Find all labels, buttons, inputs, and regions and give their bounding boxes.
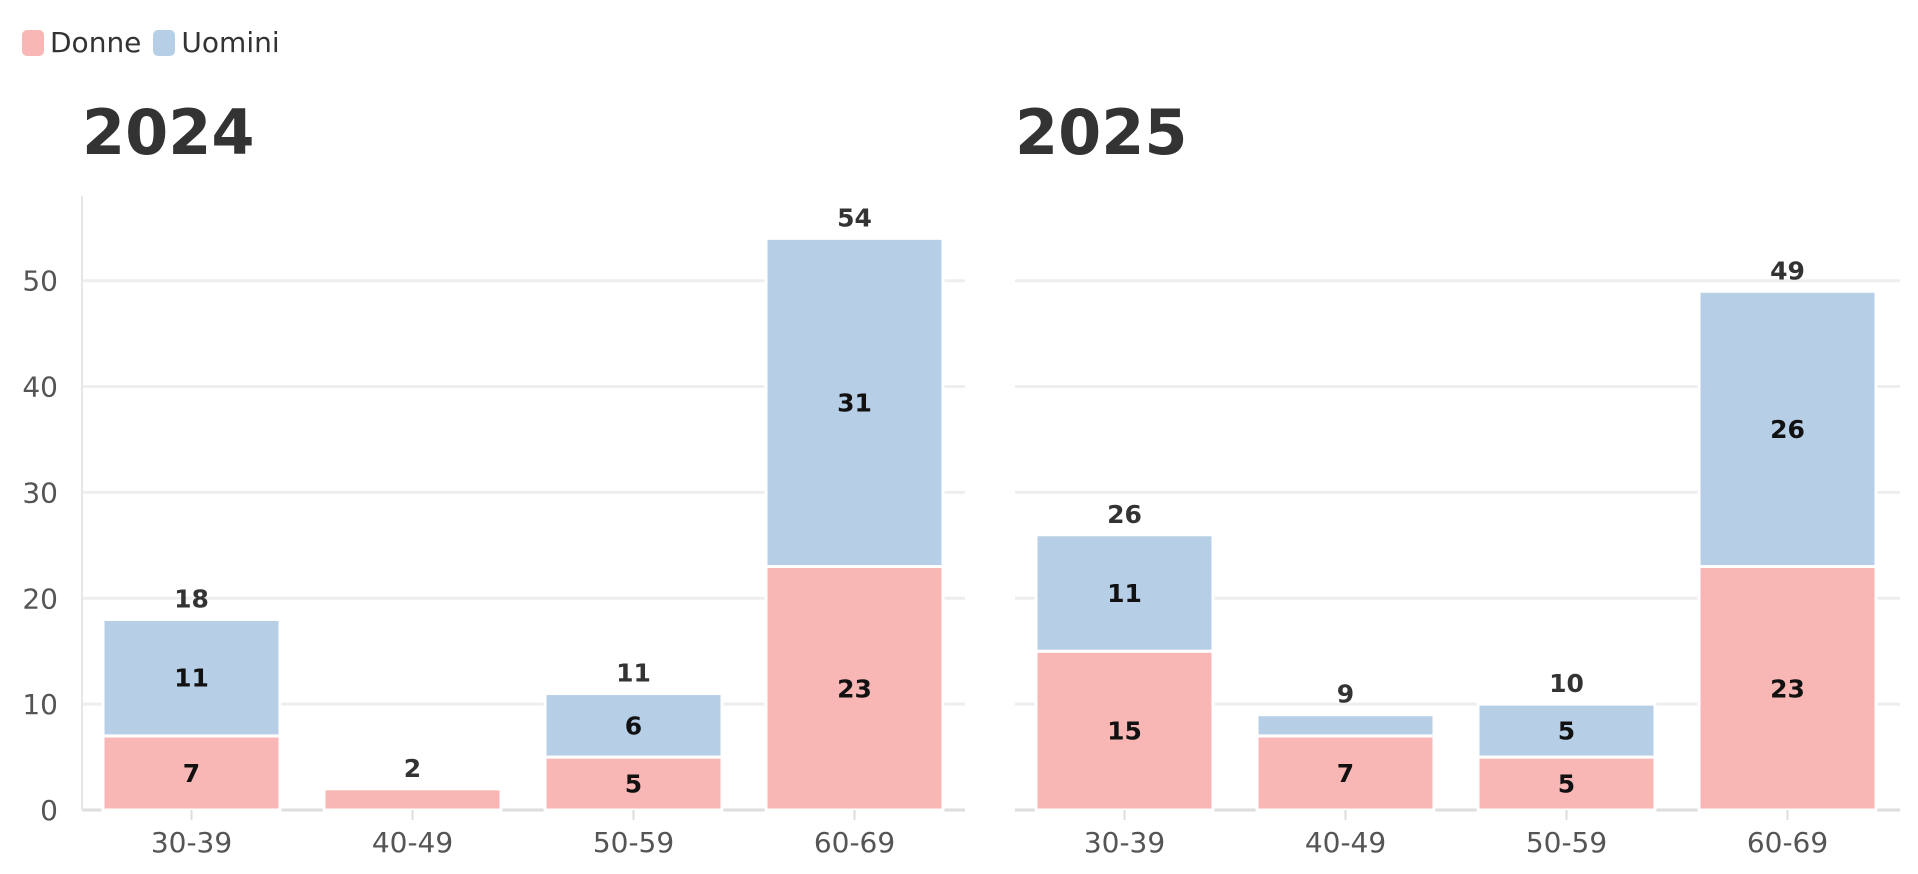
- x-tick-label-0-2: 50-59: [593, 826, 674, 859]
- legend: Donne Uomini: [22, 26, 280, 59]
- total-label-1-2: 10: [1549, 669, 1584, 698]
- x-tick-label-1-0: 30-39: [1084, 826, 1165, 859]
- segment-label-0-uomini-0: 11: [174, 664, 209, 693]
- segment-label-0-donne-2: 5: [625, 770, 642, 799]
- bar-1-uomini-0[interactable]: [1034, 533, 1215, 653]
- segment-label-1-uomini-3: 26: [1770, 415, 1805, 444]
- bar-0-uomini-0[interactable]: [101, 617, 282, 738]
- bar-0-donne-2[interactable]: [543, 755, 724, 812]
- bar-1-uomini-3[interactable]: [1697, 289, 1878, 569]
- segment-label-1-uomini-0: 11: [1107, 579, 1142, 608]
- total-label-1-1: 9: [1337, 680, 1354, 709]
- x-tick-label-0-3: 60-69: [814, 826, 895, 859]
- x-tick-label-0-1: 40-49: [372, 826, 453, 859]
- bar-1-uomini-2[interactable]: [1476, 702, 1657, 759]
- y-tick-label-4: 40: [22, 371, 58, 404]
- legend-item-donne[interactable]: Donne: [22, 26, 141, 59]
- legend-swatch-donne: [22, 29, 44, 56]
- x-tick-label-1-2: 50-59: [1526, 826, 1607, 859]
- total-label-0-1: 2: [404, 754, 421, 783]
- bar-1-donne-3[interactable]: [1697, 565, 1878, 812]
- segment-label-0-donne-0: 7: [183, 759, 200, 788]
- bar-0-uomini-2[interactable]: [543, 692, 724, 759]
- segment-label-1-donne-2: 5: [1558, 770, 1575, 799]
- chart-title-1: 2025: [1015, 96, 1188, 169]
- x-tick-label-0-0: 30-39: [151, 826, 232, 859]
- y-tick-label-1: 10: [22, 688, 58, 721]
- segment-label-0-donne-3: 23: [837, 674, 872, 703]
- total-label-0-0: 18: [174, 584, 209, 613]
- segment-label-1-donne-3: 23: [1770, 674, 1805, 703]
- legend-swatch-uomini: [153, 29, 176, 56]
- legend-item-uomini[interactable]: Uomini: [153, 26, 280, 59]
- segment-label-0-uomini-3: 31: [837, 388, 872, 417]
- y-tick-label-0: 0: [40, 794, 58, 827]
- legend-label-donne: Donne: [50, 26, 142, 59]
- y-tick-label-2: 20: [22, 582, 58, 615]
- total-label-1-0: 26: [1107, 500, 1142, 529]
- chart-title-0: 2024: [82, 96, 255, 169]
- y-tick-label-3: 30: [22, 476, 58, 509]
- x-tick-label-1-3: 60-69: [1747, 826, 1828, 859]
- segment-label-1-uomini-2: 5: [1558, 717, 1575, 746]
- segment-label-1-donne-1: 7: [1337, 759, 1354, 788]
- total-label-0-2: 11: [616, 659, 651, 688]
- bar-1-uomini-1[interactable]: [1255, 713, 1436, 738]
- total-label-0-3: 54: [837, 203, 872, 232]
- bar-0-uomini-3[interactable]: [764, 236, 945, 569]
- bar-1-donne-1[interactable]: [1255, 734, 1436, 812]
- x-tick-label-1-1: 40-49: [1305, 826, 1386, 859]
- bar-0-donne-1[interactable]: [322, 787, 503, 812]
- legend-label-uomini: Uomini: [181, 26, 280, 59]
- segment-label-1-donne-0: 15: [1107, 717, 1142, 746]
- y-tick-label-5: 50: [22, 265, 58, 298]
- segment-label-0-uomini-2: 6: [625, 711, 642, 740]
- total-label-1-3: 49: [1770, 256, 1805, 285]
